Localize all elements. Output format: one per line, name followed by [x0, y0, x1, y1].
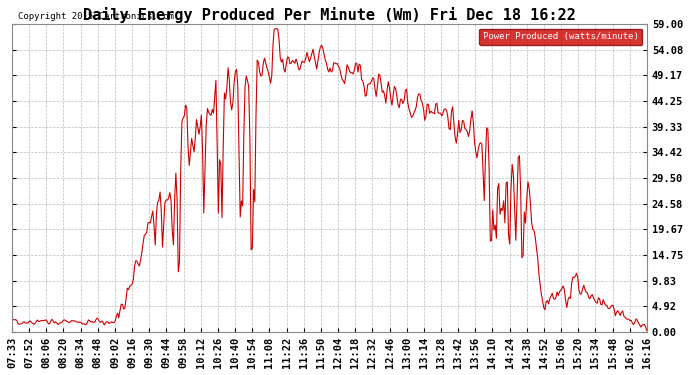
Legend: Power Produced (watts/minute): Power Produced (watts/minute)	[480, 28, 642, 45]
Text: Copyright 2015 Cartronics.com: Copyright 2015 Cartronics.com	[19, 12, 174, 21]
Title: Daily Energy Produced Per Minute (Wm) Fri Dec 18 16:22: Daily Energy Produced Per Minute (Wm) Fr…	[83, 7, 576, 23]
